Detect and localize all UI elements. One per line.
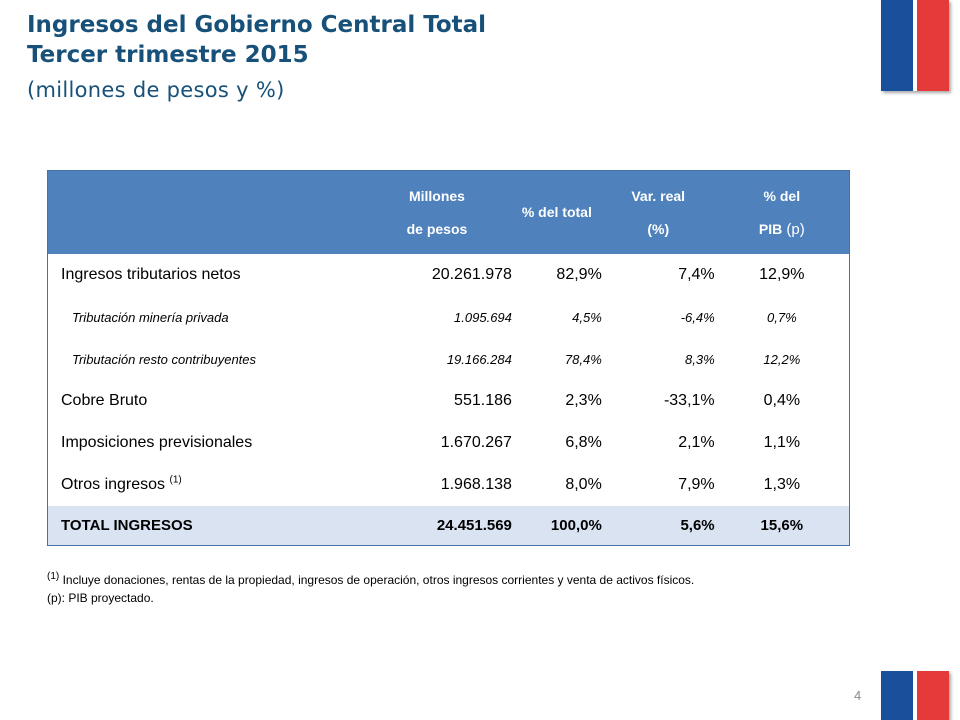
title-line-1: Ingresos del Gobierno Central Total xyxy=(27,12,487,38)
row-millones: 1.968.138 xyxy=(440,476,512,493)
row-var-real: 2,1% xyxy=(678,434,715,451)
row-pct-total: 2,3% xyxy=(565,392,602,409)
footnote-1: (1) Incluye donaciones, rentas de la pro… xyxy=(47,571,694,589)
row-label-text: Otros ingresos xyxy=(61,476,170,493)
header-pct-pib-line1: % del xyxy=(763,187,801,204)
total-millones: 24.451.569 xyxy=(362,506,512,546)
row-pct-pib: 1,1% xyxy=(763,434,801,451)
row-label: Ingresos tributarios netos xyxy=(61,266,241,283)
flag-white-band xyxy=(913,671,917,720)
row-millones: 551.186 xyxy=(454,392,512,409)
flag-blue-band xyxy=(881,671,913,720)
row-label: Otros ingresos (1) xyxy=(48,464,363,506)
header-millones: Millones de pesos xyxy=(362,170,512,254)
header-var-real: Var. real (%) xyxy=(601,170,715,254)
header-pct-total: % del total xyxy=(511,170,602,254)
row-pct-pib: 12,2% xyxy=(763,351,801,367)
revenue-table: Millones de pesos % del total Var. real … xyxy=(47,170,850,546)
header-millones-line2: de pesos xyxy=(406,220,468,237)
row-pct-pib: 0,4% xyxy=(763,392,801,409)
table-total-row: TOTAL INGRESOS 24.451.569 100,0% 5,6% 15… xyxy=(47,506,850,546)
footnote-1-text: Incluye donaciones, rentas de la propied… xyxy=(59,573,695,587)
header-empty-cell xyxy=(47,170,363,254)
footnote-2: (p): PIB proyectado. xyxy=(47,591,154,605)
row-pct-total: 4,5% xyxy=(572,309,602,325)
chile-flag-stripe-top xyxy=(881,0,949,91)
row-millones: 20.261.978 xyxy=(431,266,512,283)
row-pct-pib: 1,3% xyxy=(763,476,801,493)
table-row: Otros ingresos (1) 1.968.138 8,0% 7,9% 1… xyxy=(48,464,850,506)
row-pct-total: 8,0% xyxy=(565,476,602,493)
header-var-real-line1: Var. real xyxy=(631,187,686,204)
table-row: Tributación minería privada 1.095.694 4,… xyxy=(48,296,850,338)
title-line-2: Tercer trimestre 2015 xyxy=(27,42,309,68)
row-pct-total: 82,9% xyxy=(556,266,602,283)
total-pct-pib: 15,6% xyxy=(714,506,850,546)
row-var-real: -6,4% xyxy=(680,309,715,325)
row-label: Tributación resto contribuyentes xyxy=(72,351,257,367)
row-millones: 1.670.267 xyxy=(440,434,512,451)
total-var-real: 5,6% xyxy=(601,506,715,546)
total-label: TOTAL INGRESOS xyxy=(47,506,363,546)
row-pct-pib: 12,9% xyxy=(759,266,805,283)
row-var-real: 7,9% xyxy=(678,476,715,493)
chile-flag-stripe-bottom xyxy=(881,671,949,720)
header-pct-pib: % del PIB (p) xyxy=(714,170,850,254)
footnote-ref: (1) xyxy=(169,474,182,486)
total-pct-total: 100,0% xyxy=(511,506,602,546)
header-pct-pib-pib: PIB xyxy=(758,220,783,237)
header-var-real-line2: (%) xyxy=(647,220,670,237)
footnote-1-marker: (1) xyxy=(47,571,60,582)
row-var-real: -33,1% xyxy=(663,392,715,409)
table-row: Cobre Bruto 551.186 2,3% -33,1% 0,4% xyxy=(48,380,850,422)
page-title: Ingresos del Gobierno Central Total Terc… xyxy=(27,10,486,70)
row-pct-pib: 0,7% xyxy=(767,309,797,325)
row-var-real: 8,3% xyxy=(685,351,715,367)
table-row: Imposiciones previsionales 1.670.267 6,8… xyxy=(48,422,850,464)
flag-red-band xyxy=(917,0,949,91)
table-row: Tributación resto contribuyentes 19.166.… xyxy=(48,338,850,380)
row-pct-total: 78,4% xyxy=(564,351,602,367)
table-header-row: Millones de pesos % del total Var. real … xyxy=(47,170,850,254)
page-number: 4 xyxy=(854,688,862,703)
flag-red-band xyxy=(917,671,949,720)
row-pct-total: 6,8% xyxy=(565,434,602,451)
header-pct-pib-p: (p) xyxy=(782,220,805,238)
page-subtitle: (millones de pesos y %) xyxy=(27,78,285,102)
table-row: Ingresos tributarios netos 20.261.978 82… xyxy=(48,254,850,296)
row-label: Tributación minería privada xyxy=(72,309,229,325)
row-millones: 1.095.694 xyxy=(454,309,512,325)
row-label: Imposiciones previsionales xyxy=(61,434,253,451)
flag-blue-band xyxy=(881,0,913,91)
row-label: Cobre Bruto xyxy=(61,392,148,409)
row-millones: 19.166.284 xyxy=(446,351,512,367)
footnotes: (1) Incluye donaciones, rentas de la pro… xyxy=(47,571,694,607)
header-millones-line1: Millones xyxy=(408,187,465,204)
row-var-real: 7,4% xyxy=(678,266,715,283)
flag-white-band xyxy=(913,0,917,91)
